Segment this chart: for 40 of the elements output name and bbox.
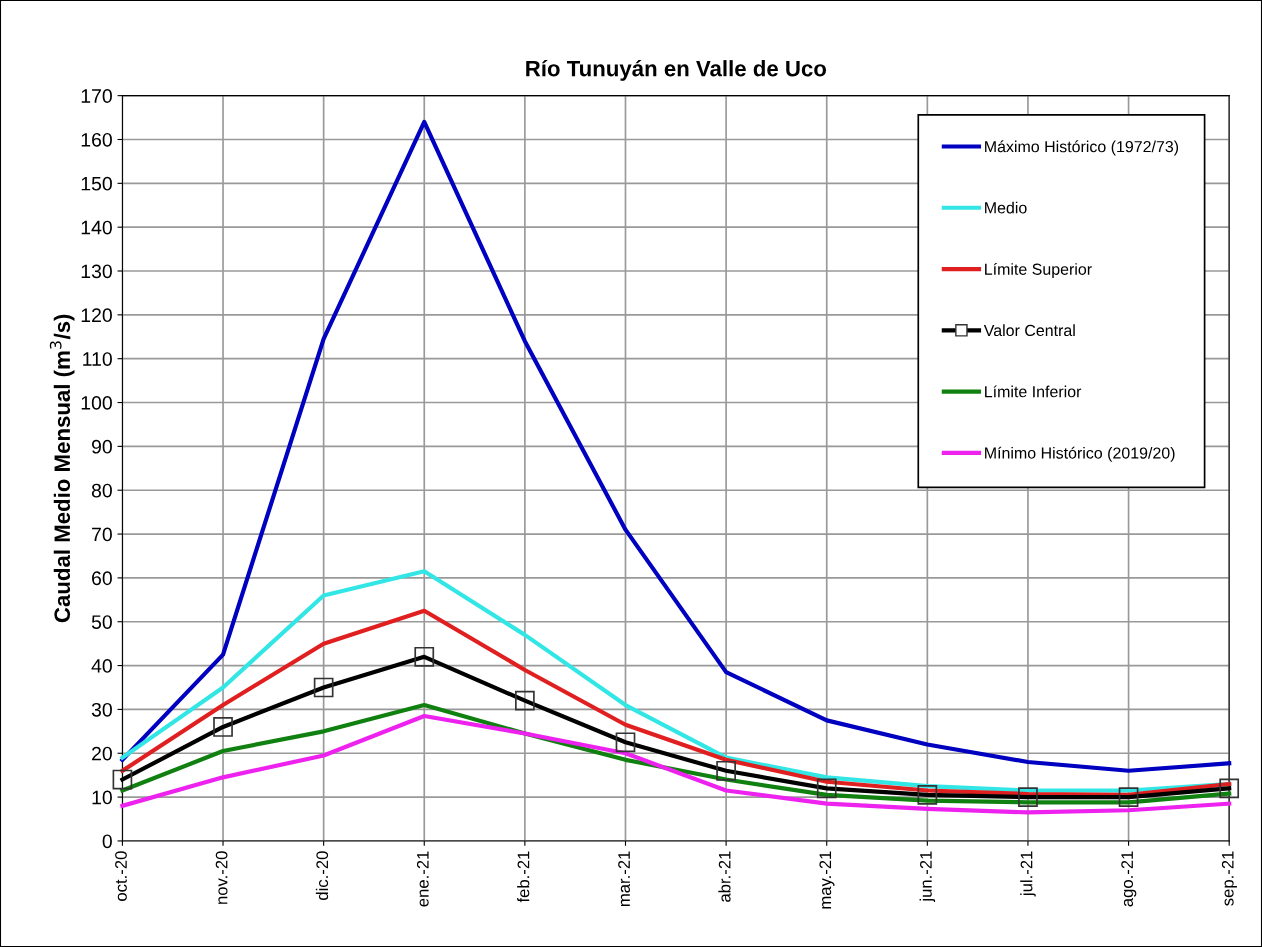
x-tick-label: oct.-20 xyxy=(115,851,127,901)
legend-label: Mínimo Histórico (2019/20) xyxy=(985,446,1175,462)
x-tick-label: jul.-21 xyxy=(1020,851,1036,897)
y-tick-label: 170 xyxy=(81,89,112,103)
y-tick-label: 90 xyxy=(91,439,112,454)
y-tick-label: 10 xyxy=(92,790,112,805)
x-tick-label: nov.-20 xyxy=(215,851,228,904)
y-tick-label: 150 xyxy=(81,176,112,191)
y-tick-label: 60 xyxy=(92,571,112,586)
x-tick-label: ago.-21 xyxy=(1121,851,1137,907)
legend-label: Medio xyxy=(985,201,1027,214)
y-axis-title: Caudal Medio Mensual (m$^{3}$/s) xyxy=(49,314,75,623)
x-tick-label: sep.-21 xyxy=(1221,851,1237,906)
x-tick-label: dic.-20 xyxy=(315,851,329,900)
legend-label: Límite Inferior xyxy=(985,385,1082,398)
x-tick-label: abr.-21 xyxy=(718,851,731,902)
y-tick-label: 110 xyxy=(83,352,112,366)
legend-label: Límite Superior xyxy=(985,262,1092,279)
x-tick-label: mar.-21 xyxy=(618,851,630,907)
y-tick-label: 160 xyxy=(81,132,112,147)
y-tick-label: 130 xyxy=(81,264,112,279)
y-tick-label: 140 xyxy=(81,220,112,235)
chart-title: Río Tunuyán en Valle de Uco xyxy=(526,59,827,81)
x-tick-label: ene.-21 xyxy=(416,851,429,907)
legend-label: Valor Central xyxy=(983,324,1075,337)
y-tick-label: 40 xyxy=(91,659,112,673)
y-tick-label: 20 xyxy=(92,746,112,761)
y-tick-label: 100 xyxy=(81,396,112,410)
legend-label: Máximo Histórico (1972/73) xyxy=(985,140,1179,156)
y-tick-label: 80 xyxy=(91,483,112,498)
y-tick-label: 50 xyxy=(91,615,112,629)
y-tick-label: 70 xyxy=(92,527,112,542)
y-tick-label: 30 xyxy=(91,702,112,717)
y-tick-label: 0 xyxy=(102,834,112,849)
y-tick-label: 120 xyxy=(81,308,112,323)
x-tick-label: may.-21 xyxy=(819,851,835,909)
line-series xyxy=(120,119,1232,773)
line-series xyxy=(120,713,1232,815)
x-tick-label: jun.-21 xyxy=(919,851,936,903)
x-tick-label: feb.-21 xyxy=(517,851,530,903)
